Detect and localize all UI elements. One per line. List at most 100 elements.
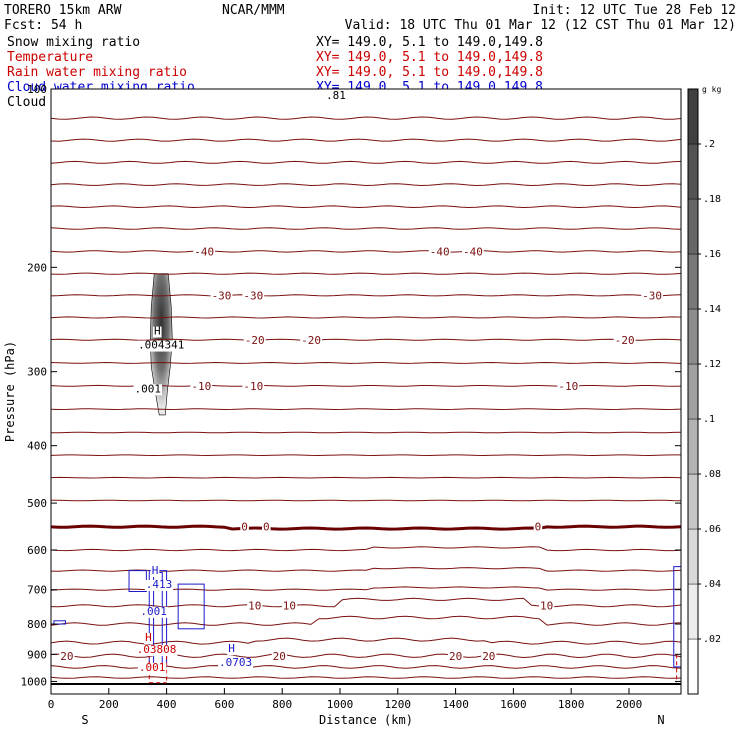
label-background: [247, 601, 263, 613]
snow-contour-label: .001: [135, 382, 162, 395]
label-background: [557, 381, 580, 393]
forecast-hour: Fcst: 54 h: [4, 18, 82, 33]
field-xy: XY= 149.0, 5.1 to 149.0,149.8: [316, 50, 543, 65]
temperature-contour-label: 0: [535, 521, 542, 534]
colorbar-segment: [687, 473, 699, 530]
temperature-contour-line: [50, 205, 682, 209]
colorbar-frame: [687, 88, 699, 695]
temperature-contour-label: 0: [241, 521, 248, 534]
field-xy: XY= 149.0, 5.1 to 149.0,149.8: [316, 65, 543, 80]
temperature-contour-label: -30: [243, 289, 263, 302]
temperature-contour-label: -10: [558, 380, 578, 393]
label-background: [133, 384, 163, 396]
y-tick-label: 100: [27, 83, 47, 96]
north-end-label: N: [657, 713, 664, 727]
figure-header: TORERO 15km ARW NCAR/MMM Init: 12 UTC Tu…: [4, 3, 736, 33]
temperature-contour-label: -30: [212, 289, 232, 302]
field-name: Temperature: [7, 50, 93, 65]
label-background: [428, 247, 451, 259]
temperature-contour-line: [50, 116, 682, 120]
colorbar-tick-label: .04: [703, 579, 721, 590]
temperature-contour-line: [51, 499, 682, 502]
snow-max-value: .004341: [138, 339, 184, 352]
temperature-contour-line: [50, 272, 682, 275]
label-background: [144, 579, 174, 591]
field-xy: XY= 149.0, 5.1 to 149.0,149.8: [316, 35, 543, 50]
label-background: [481, 651, 497, 663]
temperature-contour-label: -20: [615, 334, 635, 347]
label-background: [190, 381, 213, 393]
cloud-water-contour-label: .001: [140, 605, 167, 618]
temperature-contour-label: -30: [642, 289, 662, 302]
x-tick-label: 1200: [385, 698, 412, 711]
temperature-contours: [50, 116, 682, 686]
x-tick-label: 600: [214, 698, 234, 711]
label-background: [59, 651, 75, 663]
label-background: [447, 651, 464, 663]
plot-frame: [50, 88, 682, 695]
label-background: [227, 644, 236, 656]
temperature-contour-line: [50, 637, 682, 645]
label-background: [300, 335, 322, 347]
temperature-contour-line: [50, 408, 682, 411]
x-axis-title: Distance (km): [319, 713, 413, 727]
center-label: NCAR/MMM: [222, 3, 285, 18]
y-tick-label: 200: [27, 261, 47, 274]
rain-max-marker: H: [145, 631, 152, 644]
label-background: [152, 326, 162, 338]
x-tick-label: 1000: [327, 698, 354, 711]
temperature-contour-line: [50, 615, 682, 626]
label-background: [240, 522, 249, 534]
label-background: [242, 381, 265, 393]
colorbar: .02 .04 .06 .08 .1 .12 .14 .16 .18 .2 g kg: [687, 85, 721, 695]
temperature-contour-line: [50, 227, 682, 230]
field-name: Rain water mixing ratio: [7, 65, 187, 80]
temperature-contour-label: 0: [263, 521, 270, 534]
temperature-contour-label: -10: [243, 380, 263, 393]
y-tick-label: 400: [27, 440, 47, 453]
label-background: [139, 606, 168, 618]
valid-time: Valid: 18 UTC Thu 01 Mar 12 (12 CST Thu …: [345, 18, 736, 33]
label-background: [533, 522, 543, 534]
y-tick-label: 800: [27, 618, 47, 631]
temperature-contour-label: 10: [283, 600, 296, 613]
snow-max-marker: H: [154, 325, 161, 338]
temperature-contour-label: -40: [194, 245, 214, 258]
contour-labels: -40 -40 -40 -30 -30 -30 -20 -20 -20 -10 -10 -10 0 0 0 1…: [59, 245, 664, 674]
temperature-contour-label: 20: [60, 650, 73, 663]
label-background: [271, 651, 287, 663]
label-background: [193, 247, 216, 259]
temperature-contour-line: [50, 338, 682, 341]
temperature-contour-line: [50, 160, 682, 164]
colorbar-tick-label: .1: [703, 414, 715, 425]
temperature-contour-line: [50, 454, 681, 457]
temperature-contour-line: [50, 524, 682, 531]
x-tick-label: 800: [272, 698, 292, 711]
temperature-contour-label: 20: [273, 650, 286, 663]
label-background: [150, 565, 160, 577]
label-background: [137, 340, 186, 352]
x-tick-label: 1800: [558, 698, 585, 711]
temperature-contour-label: 20: [449, 650, 462, 663]
x-tick-label: 1400: [442, 698, 469, 711]
label-background: [144, 633, 153, 645]
colorbar-unit: g kg: [702, 85, 721, 94]
init-time: Init: 12 UTC Tue 28 Feb 12: [533, 3, 737, 18]
temperature-contour-line: [50, 361, 682, 364]
y-tick-label: 900: [27, 648, 47, 661]
label-background: [539, 601, 555, 613]
cloud-water-contour: [53, 620, 66, 625]
temperature-contour-label: -10: [191, 380, 211, 393]
colorbar-tick-label: .06: [703, 524, 721, 535]
cloud-water-max-marker: H: [152, 564, 159, 577]
colorbar-tick-label: .2: [703, 139, 715, 150]
label-background: [641, 291, 664, 303]
temperature-contour-line: [50, 294, 682, 297]
y-axis-title: Pressure (hPa): [3, 341, 17, 442]
x-tick-label: 1600: [500, 698, 527, 711]
cloud-water-max-value: .0703: [219, 656, 252, 669]
rain-max-value: .03808: [137, 643, 177, 656]
colorbar-segment: [687, 528, 699, 585]
temperature-contour-label: -20: [245, 334, 265, 347]
label-background: [261, 522, 271, 534]
